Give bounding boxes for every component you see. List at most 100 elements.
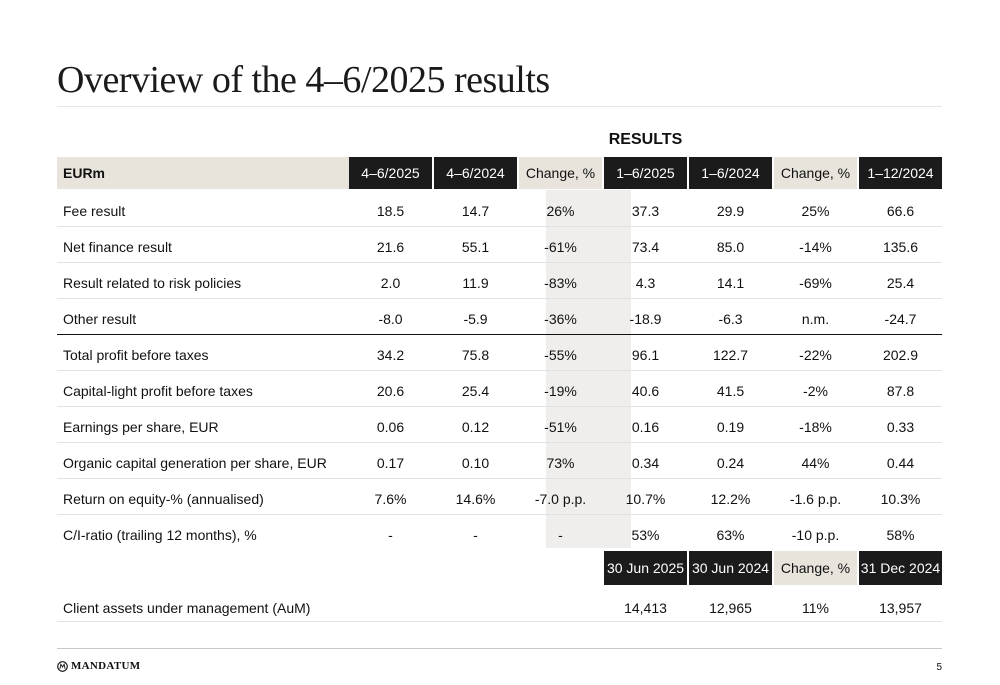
row-value: -8.0: [378, 311, 403, 327]
row-value: 44%: [801, 455, 830, 471]
row-value: 20.6: [376, 383, 405, 399]
row-value: 11.9: [462, 275, 489, 291]
row-value: 4.3: [635, 275, 656, 291]
row-value: 25.4: [461, 383, 490, 399]
row-value: -18%: [799, 419, 832, 435]
row-value: -36%: [544, 311, 577, 327]
row-value: 63%: [716, 527, 745, 543]
aum-value: 13,957: [879, 600, 922, 616]
table-row: Organic capital generation per share, EU…: [57, 442, 942, 479]
row-value: -: [558, 527, 563, 543]
row-value: -55%: [544, 347, 577, 363]
row-label: Total profit before taxes: [63, 347, 209, 363]
row-value: 14.1: [716, 275, 745, 291]
row-value: -19%: [544, 383, 577, 399]
row-value: -5.9: [463, 311, 488, 327]
title-divider: [57, 106, 942, 107]
row-value: -: [473, 527, 478, 543]
table-row: Earnings per share, EUR 0.06 0.12 -51% 0.16 0…: [57, 406, 942, 443]
row-value: 0.06: [376, 419, 405, 435]
row-value: -24.7: [884, 311, 917, 327]
row-value: 2.0: [380, 275, 401, 291]
row-value: 41.5: [716, 383, 745, 399]
header-q2-2025: 4–6/2025: [349, 157, 432, 189]
row-value: -6.3: [718, 311, 743, 327]
row-label: Return on equity-% (annualised): [63, 491, 264, 507]
row-value: 29.9: [716, 203, 745, 219]
header-change-h1: Change, %: [774, 157, 857, 189]
row-value: -2%: [803, 383, 828, 399]
row-value: -: [388, 527, 393, 543]
header-30-jun-2025: 30 Jun 2025: [604, 551, 687, 585]
company-logo: MANDATUM: [57, 660, 140, 672]
row-value: 26%: [546, 203, 575, 219]
row-value: 0.33: [886, 419, 915, 435]
row-value: 12.2%: [710, 491, 751, 507]
row-value: 85.0: [716, 239, 745, 255]
row-label: Fee result: [63, 203, 126, 219]
header-fy-2024: 1–12/2024: [859, 157, 942, 189]
aum-header: 30 Jun 2025 30 Jun 2024 Change, % 31 Dec…: [57, 551, 942, 585]
row-value: 73%: [546, 455, 575, 471]
aum-value: 14,413: [624, 600, 667, 616]
row-value: 0.24: [716, 455, 745, 471]
row-value: 0.16: [631, 419, 660, 435]
highlight-column-1-6-2025: [546, 190, 631, 548]
footer-divider: [57, 648, 942, 649]
page-title: Overview of the 4–6/2025 results: [57, 59, 550, 101]
header-change-aum: Change, %: [774, 551, 857, 585]
results-label: RESULTS: [608, 131, 683, 148]
row-value: 21.6: [376, 239, 405, 255]
row-value: 75.8: [461, 347, 490, 363]
row-value: 0.17: [376, 455, 405, 471]
row-value: 66.6: [886, 203, 915, 219]
row-value: 25.4: [886, 275, 915, 291]
table-row: Fee result 18.5 14.7 26% 37.3 29.9 25% 66.6: [57, 190, 942, 227]
logo-emblem-icon: [57, 660, 68, 672]
row-value: 122.7: [712, 347, 749, 363]
row-value: -69%: [799, 275, 832, 291]
row-value: 202.9: [882, 347, 919, 363]
aum-value: 11%: [802, 600, 829, 616]
header-30-jun-2024: 30 Jun 2024: [689, 551, 772, 585]
row-value: 10.7%: [625, 491, 666, 507]
row-value: 14.6%: [455, 491, 496, 507]
row-value: -22%: [799, 347, 832, 363]
row-value: 14.7: [461, 203, 490, 219]
row-value: n.m.: [801, 311, 830, 327]
table-row: C/I-ratio (trailing 12 months), % - - - 53% 6…: [57, 514, 942, 550]
header-eurm: EURm: [57, 157, 354, 189]
header-h1-2024: 1–6/2024: [689, 157, 772, 189]
results-table: EURm 4–6/2025 4–6/2024 Change, % 1–6/202…: [57, 157, 942, 189]
header-31-dec-2024: 31 Dec 2024: [859, 551, 942, 585]
row-value: 0.12: [461, 419, 490, 435]
row-value: 58%: [886, 527, 915, 543]
row-value: -14%: [799, 239, 832, 255]
row-value: -1.6 p.p.: [789, 491, 842, 507]
header-h1-2025: 1–6/2025: [604, 157, 687, 189]
aum-label: Client assets under management (AuM): [63, 600, 311, 616]
row-value: 73.4: [631, 239, 660, 255]
row-value: 7.6%: [374, 491, 407, 507]
row-value: 0.10: [461, 455, 490, 471]
table-row: Result related to risk policies 2.0 11.9 -8…: [57, 262, 942, 299]
row-value: 87.8: [886, 383, 915, 399]
aum-value: 12,965: [709, 600, 752, 616]
row-value: 34.2: [376, 347, 405, 363]
row-value: 25%: [801, 203, 830, 219]
table-row: Net finance result 21.6 55.1 -61% 73.4 85.0 -1…: [57, 226, 942, 263]
table-header: EURm 4–6/2025 4–6/2024 Change, % 1–6/202…: [57, 157, 942, 189]
row-value: -10 p.p.: [791, 527, 840, 543]
page-number: 5: [936, 662, 942, 673]
row-value: 0.44: [886, 455, 915, 471]
header-change-q2: Change, %: [519, 157, 602, 189]
row-value: 10.3%: [880, 491, 921, 507]
row-label: Organic capital generation per share, EU…: [63, 455, 327, 471]
row-label: Capital-light profit before taxes: [63, 383, 253, 399]
row-value: -61%: [544, 239, 577, 255]
row-value: -51%: [544, 419, 577, 435]
row-value: -18.9: [629, 311, 662, 327]
row-label: Other result: [63, 311, 137, 327]
table-row: Other result -8.0 -5.9 -36% -18.9 -6.3 n.m. -24…: [57, 298, 942, 335]
row-value: 18.5: [376, 203, 405, 219]
